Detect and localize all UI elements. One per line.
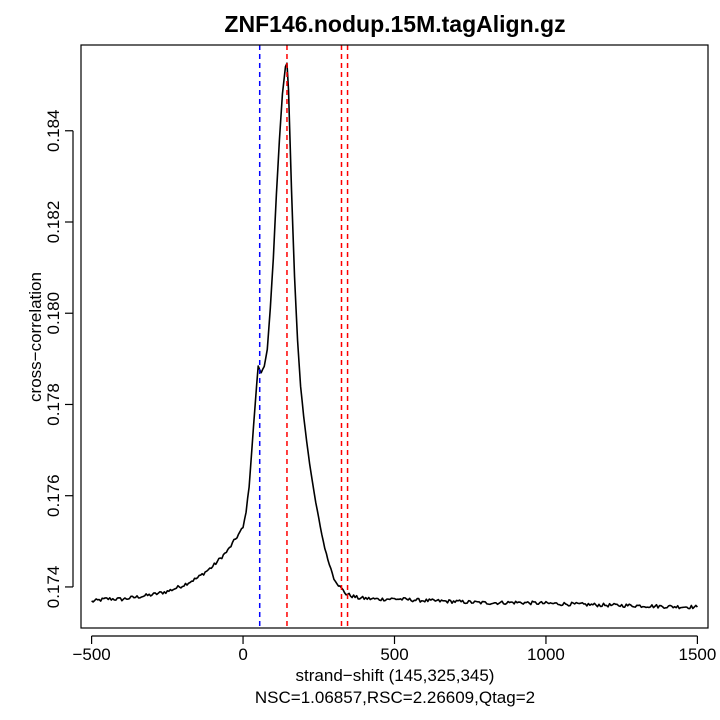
y-tick-label: 0.182	[44, 201, 63, 244]
y-tick-label: 0.180	[44, 292, 63, 335]
x-tick-label: 1000	[527, 645, 565, 664]
x-tick-label: 1500	[678, 645, 716, 664]
y-tick-label: 0.184	[44, 109, 63, 152]
x-axis: −500 0 500 1000 1500	[72, 635, 716, 664]
y-axis-label: cross−correlation	[26, 272, 45, 402]
x-tick-label: 0	[238, 645, 247, 664]
y-tick-label: 0.176	[44, 474, 63, 517]
x-tick-label: −500	[72, 645, 110, 664]
y-tick-label: 0.174	[44, 566, 63, 609]
x-tick-label: 500	[380, 645, 408, 664]
series-line	[91, 62, 698, 610]
chart-title: ZNF146.nodup.15M.tagAlign.gz	[224, 11, 565, 37]
plot-frame	[80, 44, 709, 629]
plot-area	[91, 45, 698, 628]
x-axis-label: strand−shift (145,325,345)	[296, 666, 495, 685]
chart-subtitle: NSC=1.06857,RSC=2.26609,Qtag=2	[255, 688, 535, 707]
y-tick-label: 0.178	[44, 383, 63, 426]
y-axis: 0.174 0.176 0.178 0.180 0.182 0.184	[44, 109, 74, 609]
